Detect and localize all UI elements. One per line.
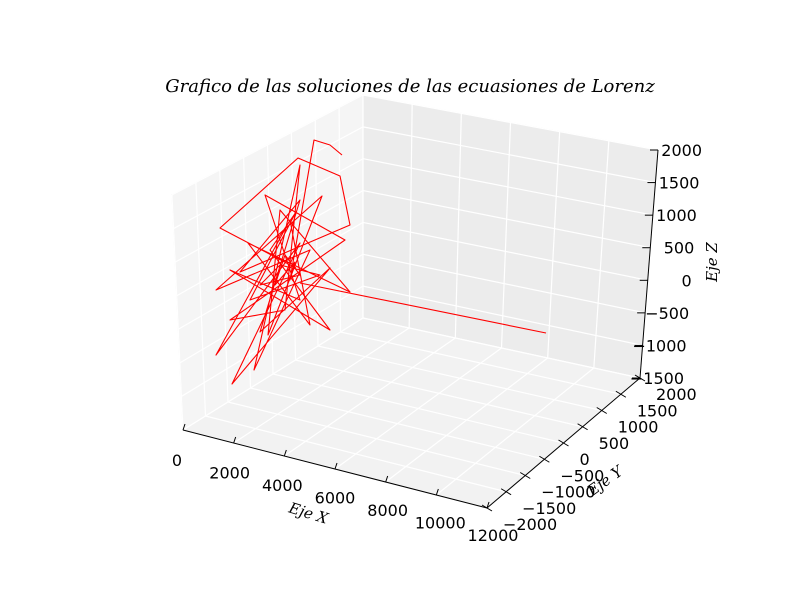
grid-lines: [171, 94, 659, 509]
y-tick: [558, 439, 569, 447]
z-grid-left: [176, 190, 364, 297]
y-tick: [519, 472, 531, 479]
x-tick-label: 6000: [315, 489, 356, 508]
x-tick: [385, 475, 389, 483]
x-grid-back: [593, 140, 610, 369]
z-tick-label: 1000: [656, 206, 697, 225]
y-grid-floor: [340, 331, 622, 395]
tick-labels: 020004000600080001000012000−2000−1500−10…: [172, 141, 702, 545]
y-tick-label: −500: [560, 466, 604, 485]
z-tick-label: 1500: [659, 174, 700, 193]
y-tick-label: 2000: [656, 385, 697, 404]
y-grid-floor: [205, 415, 507, 493]
x-tick-label: 2000: [209, 464, 250, 483]
data-series: [215, 139, 547, 385]
y-tick-label: 1000: [618, 418, 659, 437]
z-grid-left: [173, 126, 364, 230]
x-tick: [233, 436, 237, 444]
y-grid-floor: [227, 401, 526, 477]
y-grid-left: [290, 132, 297, 361]
x-tick: [182, 423, 186, 431]
x-tick: [334, 462, 338, 470]
z-axis-title: Eje Z: [703, 242, 721, 283]
y-tick-label: 1500: [637, 401, 678, 420]
z-grid-left: [171, 94, 364, 196]
z-grid-back: [362, 317, 641, 379]
y-tick: [577, 423, 588, 431]
z-grid-back: [362, 158, 653, 216]
z-tick-label: 500: [664, 239, 695, 258]
x-tick: [283, 449, 287, 457]
y-tick-label: 0: [580, 450, 590, 469]
y-tick-label: −1500: [522, 499, 576, 518]
chart-title: Grafico de las soluciones de las ecuasio…: [165, 76, 655, 97]
z-grid-left: [179, 253, 364, 364]
y-grid-left: [219, 169, 229, 403]
x-tick: [435, 488, 439, 496]
y-tick: [596, 407, 608, 414]
z-grid-left: [177, 221, 364, 330]
z-tick-label: 0: [682, 271, 692, 290]
z-grid-back: [362, 285, 643, 347]
x-tick-label: 8000: [367, 501, 408, 520]
y-grid-floor: [317, 345, 602, 412]
x-grid-back: [408, 104, 413, 329]
y-tick-label: 500: [599, 434, 630, 453]
z-grid-left: [181, 285, 364, 397]
y-grid-floor: [295, 359, 583, 428]
x-grid-back: [454, 113, 462, 339]
lorenz-tail-line: [299, 282, 547, 334]
x-grid-back: [547, 131, 561, 359]
x-tick-label: 4000: [262, 476, 303, 495]
y-grid-floor: [272, 373, 564, 444]
x-tick-label: 10000: [415, 514, 466, 533]
lorenz-trace: [215, 139, 351, 385]
y-tick: [481, 504, 493, 512]
y-grid-left: [171, 194, 184, 431]
z-tick-label: 2000: [661, 141, 702, 160]
z-grid-back: [362, 253, 646, 314]
x-tick: [486, 501, 490, 509]
y-tick-label: −1000: [541, 483, 595, 502]
z-grid-back: [362, 221, 648, 281]
y-grid-left: [195, 182, 207, 417]
z-grid-back: [362, 94, 659, 151]
z-tick-label: −500: [645, 304, 689, 323]
z-tick-label: −1500: [630, 369, 684, 388]
z-axis-line: [639, 149, 659, 379]
tick-marks: [182, 149, 658, 512]
x-tick-label: 12000: [468, 526, 519, 545]
y-grid-floor: [250, 387, 545, 460]
z-grid-back: [362, 189, 651, 249]
z-tick-label: −1000: [632, 336, 686, 355]
z-grid-left: [182, 317, 364, 431]
x-grid-back: [500, 122, 512, 349]
y-tick: [539, 455, 550, 463]
y-tick: [500, 488, 512, 496]
x-tick-label: 0: [172, 451, 182, 470]
y-tick: [615, 390, 627, 398]
y-tick-label: −2000: [503, 515, 557, 534]
z-grid-left: [174, 158, 364, 263]
y-grid-left: [338, 107, 342, 333]
z-grid-back: [362, 126, 656, 184]
y-grid-left: [243, 157, 252, 389]
y-grid-left: [314, 119, 319, 347]
